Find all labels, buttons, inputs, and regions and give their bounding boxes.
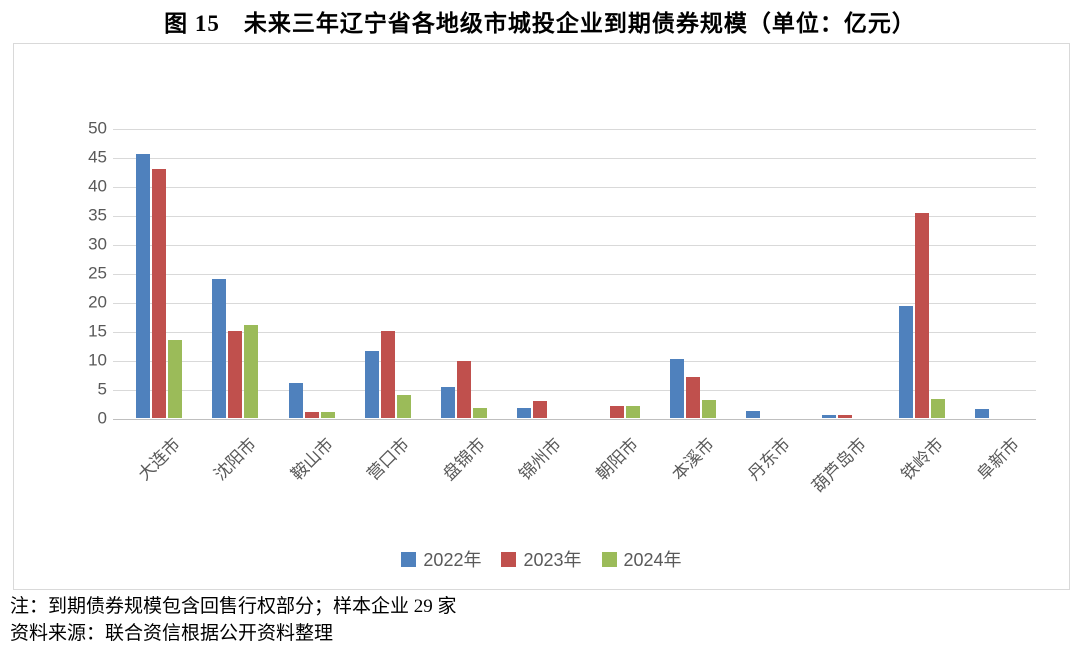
bar-2024年	[473, 408, 488, 418]
page-title: 图 15 未来三年辽宁省各地级市城投企业到期债券规模（单位：亿元）	[164, 11, 916, 36]
chart-note: 注：到期债券规模包含回售行权部分；样本企业 29 家	[10, 596, 457, 617]
x-axis-category-label: 沈阳市	[210, 434, 261, 485]
legend-swatch-icon	[401, 551, 417, 567]
bar-2022年	[441, 387, 456, 418]
x-axis-category-label: 大连市	[134, 434, 185, 485]
gridline	[113, 274, 1036, 275]
bar-2022年	[746, 411, 761, 418]
y-axis-tick-label: 45	[88, 147, 107, 167]
bar-2023年	[228, 331, 243, 418]
x-axis-category-label: 丹东市	[744, 434, 795, 485]
bar-group	[136, 154, 183, 418]
y-axis-tick-label: 5	[97, 379, 107, 399]
gridline	[113, 129, 1036, 130]
bar-group	[594, 406, 640, 418]
x-axis-category-label: 本溪市	[668, 434, 718, 485]
x-axis-category-label: 营口市	[363, 434, 413, 485]
legend-label: 2022年	[423, 550, 482, 570]
bar-2022年	[669, 359, 684, 418]
bar-2023年	[609, 406, 624, 418]
x-axis-category-label: 阜新市	[973, 434, 1023, 485]
bar-2023年	[838, 415, 853, 418]
x-axis-category-label: 锦州市	[515, 434, 566, 485]
legend-item: 2022年	[401, 546, 481, 572]
bar-2024年	[625, 406, 640, 418]
legend-swatch-icon	[501, 551, 517, 567]
bar-2023年	[533, 401, 548, 418]
bar-group	[517, 401, 563, 418]
y-axis-tick-label: 50	[88, 118, 107, 138]
bar-group	[974, 409, 1021, 418]
bar-2024年	[244, 325, 259, 418]
x-axis-category-label: 鞍山市	[287, 434, 337, 485]
bar-2022年	[136, 154, 151, 418]
bar-2023年	[380, 331, 395, 418]
bar-2022年	[288, 383, 303, 418]
bar-2022年	[822, 415, 837, 418]
legend-item: 2024年	[601, 546, 682, 572]
gridline	[113, 332, 1036, 333]
bar-group	[822, 415, 868, 418]
chart-source: 资料来源：联合资信根据公开资料整理	[10, 622, 334, 644]
bar-2023年	[304, 412, 319, 418]
x-axis-category-label: 朝阳市	[592, 434, 642, 485]
x-axis-category-label: 铁岭市	[897, 434, 947, 485]
legend-swatch-icon	[601, 551, 617, 567]
gridline	[113, 158, 1036, 159]
chart-legend: 2022年 2023年 2024年	[14, 546, 1069, 572]
legend-item: 2023年	[501, 546, 582, 572]
legend-label: 2023年	[523, 550, 582, 570]
bar-2022年	[212, 279, 227, 418]
y-axis-tick-label: 30	[88, 234, 107, 254]
gridline	[113, 245, 1036, 246]
y-axis-tick-label: 20	[88, 292, 107, 312]
bar-2024年	[701, 400, 716, 418]
x-axis-category-label: 葫芦岛市	[808, 434, 871, 497]
x-axis-line	[113, 419, 1036, 420]
bar-group	[441, 361, 488, 418]
footnotes: 注：到期债券规模包含回售行权部分；样本企业 29 家 资料来源：联合资信根据公开…	[10, 594, 457, 647]
y-axis-tick-label: 10	[88, 350, 107, 370]
bar-2024年	[168, 340, 183, 418]
gridline	[113, 361, 1036, 362]
bar-group	[669, 359, 716, 418]
bar-group	[364, 331, 411, 418]
bar-group	[898, 213, 945, 418]
bar-2023年	[914, 213, 929, 418]
gridline	[113, 187, 1036, 188]
plot-area: 0 5 10 15 20 25 30 35 40 45 50 大连市 沈阳市 鞍山市 营口市 盘锦市 锦州市 朝阳…	[88, 119, 1036, 496]
bar-2022年	[517, 408, 532, 418]
x-axis-category-label: 盘锦市	[439, 434, 490, 485]
bar-2024年	[396, 395, 411, 418]
y-axis-tick-label: 15	[88, 321, 107, 341]
gridline	[113, 216, 1036, 217]
bar-group	[746, 411, 792, 418]
y-axis-tick-label: 40	[88, 176, 107, 196]
y-axis-tick-label: 0	[97, 408, 107, 428]
bar-2024年	[930, 399, 945, 418]
bar-2022年	[364, 351, 379, 418]
bar-2024年	[320, 412, 335, 418]
bar-2022年	[898, 306, 913, 418]
bar-group	[288, 383, 335, 418]
bar-group	[212, 279, 259, 418]
y-axis-tick-label: 35	[88, 205, 107, 225]
bar-2022年	[974, 409, 989, 418]
gridline	[113, 390, 1036, 391]
bar-2023年	[685, 377, 700, 418]
chart-container: 0 5 10 15 20 25 30 35 40 45 50 大连市 沈阳市 鞍山市 营口市 盘锦市 锦州市 朝阳…	[13, 43, 1070, 590]
bar-2023年	[152, 169, 167, 418]
legend-label: 2024年	[623, 550, 682, 570]
y-axis-tick-label: 25	[88, 263, 107, 283]
gridline	[113, 303, 1036, 304]
bar-2023年	[457, 361, 472, 418]
